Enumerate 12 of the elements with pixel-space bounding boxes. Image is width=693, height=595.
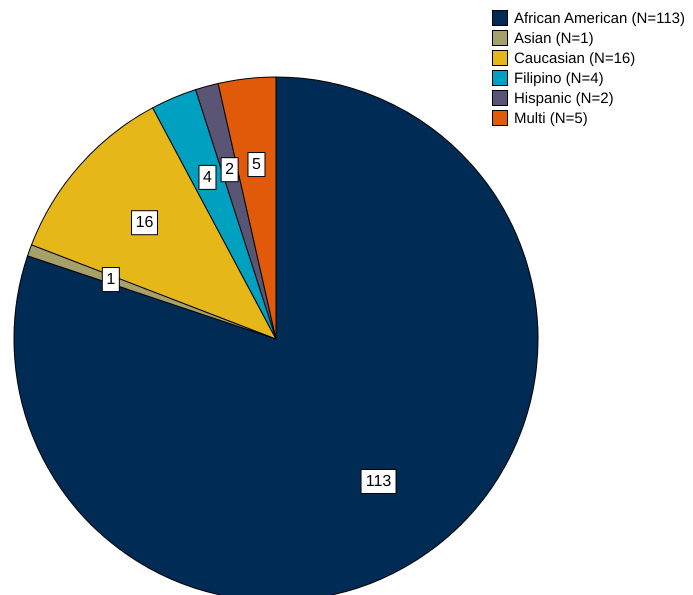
data-label: 2: [225, 161, 234, 178]
legend-label: Asian (N=1): [514, 30, 594, 46]
data-label: 4: [203, 168, 212, 186]
data-label: 1: [106, 271, 116, 288]
data-label: 5: [252, 156, 262, 174]
legend-label: Hispanic (N=2): [514, 90, 614, 106]
legend-label: Caucasian (N=16): [514, 50, 636, 66]
legend-label: Multi (N=5): [514, 110, 588, 126]
data-label: 113: [366, 472, 392, 490]
data-label: 16: [136, 214, 154, 232]
legend-label: Filipino (N=4): [514, 70, 604, 86]
legend-label: African American (N=113): [514, 10, 685, 26]
